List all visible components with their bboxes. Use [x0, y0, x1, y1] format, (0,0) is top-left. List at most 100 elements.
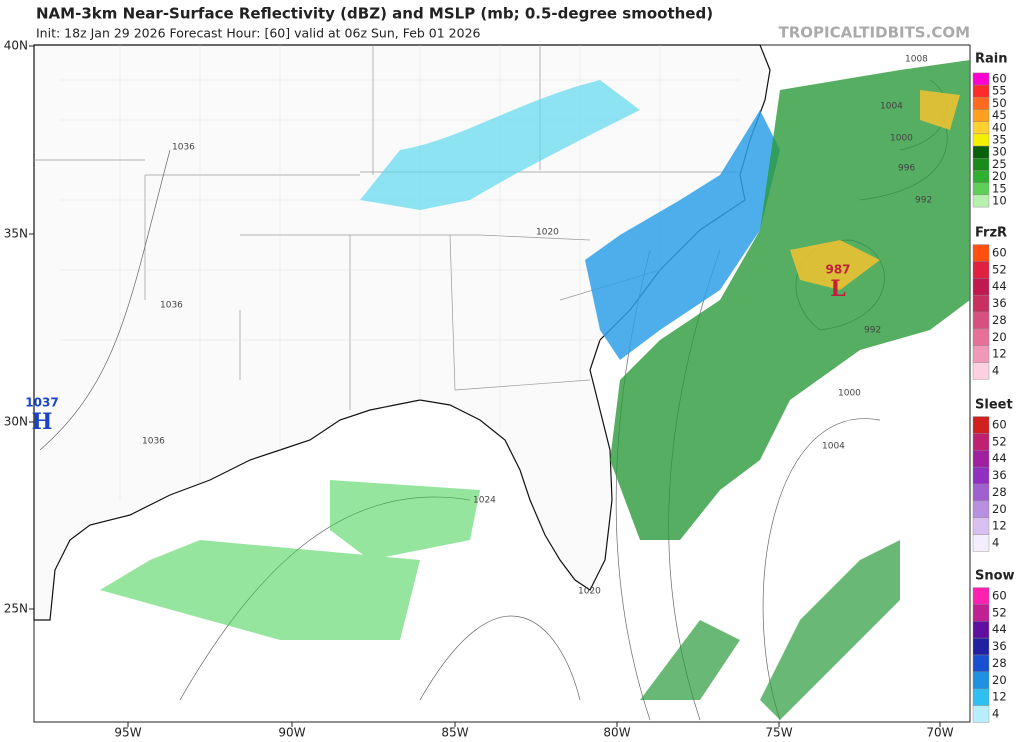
legend-tick: 55 — [992, 84, 1007, 98]
legend-tick: 12 — [992, 690, 1007, 704]
legend-swatch — [972, 534, 990, 552]
lon-label: 75W — [765, 726, 792, 740]
legend-tick: 28 — [992, 656, 1007, 670]
legend-tick: 60 — [992, 418, 1007, 432]
legend-swatch — [972, 604, 990, 622]
legend-title: Rain — [975, 52, 1008, 67]
legend-swatch — [972, 294, 990, 313]
legend-tick: 4 — [992, 707, 999, 721]
legend-tick: 12 — [992, 519, 1007, 533]
legend-tick: 60 — [992, 72, 1007, 86]
legend-tick: 20 — [992, 330, 1007, 344]
legend-swatch — [972, 671, 990, 689]
isobar-label: 1024 — [473, 496, 496, 506]
legend-swatch — [972, 637, 990, 656]
legend-swatch — [972, 362, 990, 380]
legend-swatch — [972, 72, 990, 86]
legend-tick: 30 — [992, 145, 1007, 159]
legend-tick: 25 — [992, 157, 1007, 171]
legend-swatch — [972, 145, 990, 159]
legend-swatch — [972, 158, 990, 171]
legend-swatch — [972, 500, 990, 518]
legend-swatch — [972, 654, 990, 673]
legend-tick: 35 — [992, 133, 1007, 147]
legend-swatch — [972, 587, 990, 605]
map-labels: 40N 35N 30N 25N 95W 90W 85W 80W 75W 70W 1008 1004 10… — [4, 39, 954, 740]
map — [33, 44, 971, 723]
legend-swatch — [972, 416, 990, 434]
legend-tick: 36 — [992, 468, 1007, 482]
lon-label: 90W — [278, 726, 305, 740]
legend-swatch — [972, 170, 990, 183]
legend-tick: 36 — [992, 296, 1007, 310]
legend-tick: 60 — [992, 246, 1007, 260]
isobar-label: 1000 — [838, 389, 861, 399]
legend-title: FrzR — [975, 226, 1007, 241]
isobar-label: 996 — [898, 164, 915, 174]
legend-tick: 40 — [992, 120, 1007, 134]
legend-tick: 44 — [992, 279, 1007, 293]
legend-tick: 20 — [992, 502, 1007, 516]
isobar-label: 1036 — [142, 437, 165, 447]
legend-swatch — [972, 121, 990, 135]
legend-swatch — [972, 194, 990, 208]
title: NAM-3km Near-Surface Reflectivity (dBZ) … — [36, 5, 713, 23]
legend-swatch — [972, 466, 990, 485]
lon-label: 80W — [603, 726, 630, 740]
subtitle: Init: 18z Jan 29 2026 Forecast Hour: [60… — [36, 26, 481, 41]
legend-swatch — [972, 84, 990, 98]
legend-tick: 45 — [992, 108, 1007, 122]
legend-swatch — [972, 244, 990, 262]
radar-echoes — [100, 60, 970, 720]
lon-label: 70W — [926, 726, 953, 740]
legend-tick: 28 — [992, 313, 1007, 327]
pressure-symbol: L — [830, 276, 845, 302]
lat-label: 30N — [4, 415, 28, 429]
isobar-label: 1020 — [578, 587, 601, 597]
legend-swatch — [972, 705, 990, 723]
legend-tick: 28 — [992, 485, 1007, 499]
legend-tick: 20 — [992, 673, 1007, 687]
isobar-label: 1036 — [172, 143, 195, 153]
legend-title: Sleet — [975, 398, 1013, 413]
legend-swatch — [972, 345, 990, 363]
legend-tick: 44 — [992, 451, 1007, 465]
legend-tick: 4 — [992, 536, 999, 550]
legend-swatch — [972, 261, 990, 279]
isobar-label: 1008 — [905, 55, 928, 65]
legend-swatch — [972, 621, 990, 639]
lat-label: 35N — [4, 227, 28, 241]
legend-swatch — [972, 517, 990, 535]
isobar-label: 992 — [864, 326, 881, 336]
pressure-value: 987 — [825, 263, 850, 277]
pressure-symbol: H — [32, 409, 53, 435]
legend-swatch — [972, 311, 990, 330]
legend-tick: 60 — [992, 589, 1007, 603]
legend-tick: 20 — [992, 169, 1007, 183]
legend-swatch — [972, 688, 990, 706]
legend-tick: 50 — [992, 96, 1007, 110]
legend-swatch — [972, 278, 990, 296]
isobar-label: 1020 — [536, 228, 559, 238]
lat-label: 25N — [4, 602, 28, 616]
legend-tick: 15 — [992, 181, 1007, 195]
legend-tick: 52 — [992, 262, 1007, 276]
lon-label: 85W — [441, 726, 468, 740]
lat-label: 40N — [4, 39, 28, 53]
legend-tick: 52 — [992, 434, 1007, 448]
isobar-label: 1036 — [160, 301, 183, 311]
legend-swatch — [972, 97, 990, 110]
legend-swatch — [972, 433, 990, 451]
legend-swatch — [972, 182, 990, 196]
isobar-label: 992 — [915, 196, 932, 206]
pressure-value: 1037 — [25, 396, 58, 410]
legend-swatch — [972, 483, 990, 502]
legend-tick: 52 — [992, 605, 1007, 619]
legend-tick: 36 — [992, 639, 1007, 653]
legend-tick: 44 — [992, 622, 1007, 636]
legend-swatch — [972, 328, 990, 346]
legend-tick: 10 — [992, 194, 1007, 208]
lon-label: 95W — [114, 726, 141, 740]
legend-tick: 4 — [992, 364, 999, 378]
